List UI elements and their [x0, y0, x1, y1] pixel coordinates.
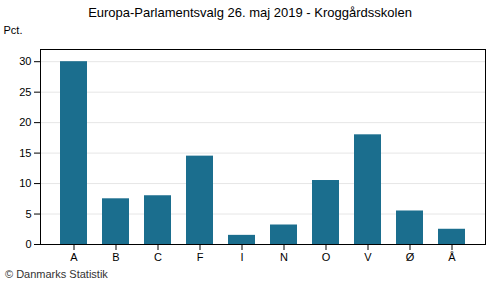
svg-text:0: 0	[25, 238, 31, 250]
svg-text:F: F	[197, 251, 204, 263]
html-text:Europa-Parlamentsvalg 26. maj: Europa-Parlamentsvalg 26. maj 2019 - Kro…	[88, 5, 412, 20]
svg-text:Ø: Ø	[406, 251, 415, 263]
svg-text:25: 25	[19, 86, 31, 98]
html-text:© Danmarks Statistik: © Danmarks Statistik	[5, 268, 108, 280]
svg-text:I: I	[240, 251, 243, 263]
svg-text:Pct.: Pct.	[4, 24, 23, 36]
svg-text:C: C	[154, 251, 162, 263]
svg-text:10: 10	[19, 177, 31, 189]
svg-text:B: B	[112, 251, 119, 263]
svg-text:A: A	[70, 251, 78, 263]
svg-text:5: 5	[25, 208, 31, 220]
svg-text:30: 30	[19, 55, 31, 67]
svg-text:O: O	[322, 251, 331, 263]
svg-text:20: 20	[19, 116, 31, 128]
svg-text:Å: Å	[448, 251, 456, 263]
svg-text:15: 15	[19, 147, 31, 159]
svg-text:V: V	[364, 251, 372, 263]
svg-text:N: N	[280, 251, 288, 263]
